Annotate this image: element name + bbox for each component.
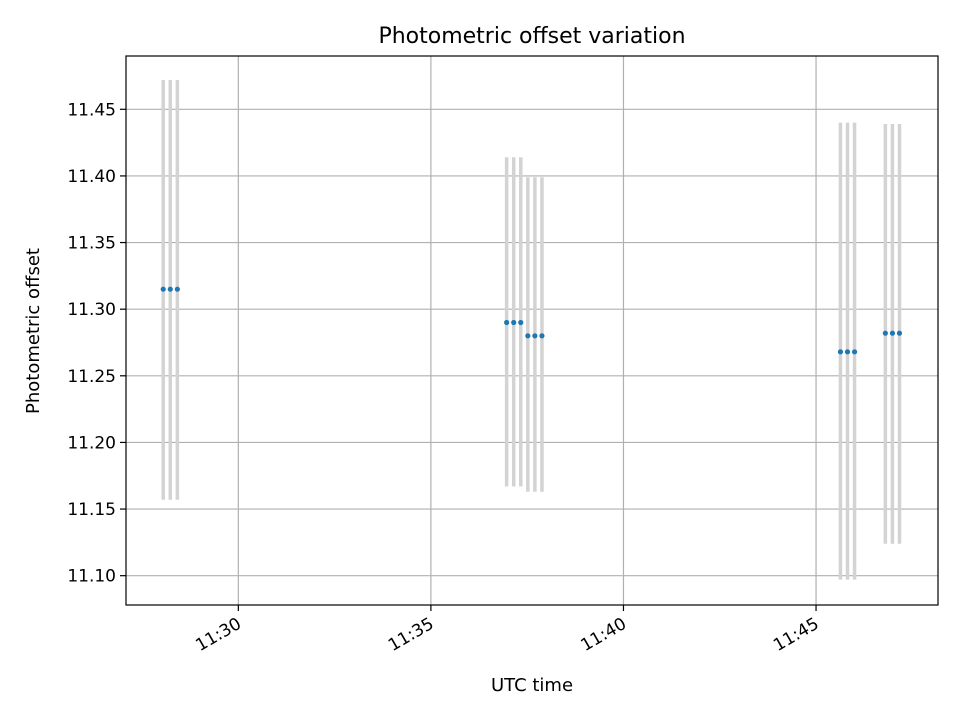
y-tick-label: 11.15 — [67, 500, 116, 520]
plot-frame — [125, 55, 939, 606]
errorbars — [161, 79, 902, 580]
data-point — [882, 330, 888, 336]
y-tick-label: 11.35 — [67, 234, 116, 254]
data-point — [837, 349, 844, 355]
data-point — [525, 333, 531, 339]
y-tick-label: 11.40 — [67, 167, 116, 187]
data-point — [532, 333, 538, 339]
data-point — [174, 286, 180, 292]
data-point — [504, 319, 510, 326]
data-point — [851, 349, 858, 355]
y-tick-label: 11.10 — [67, 567, 116, 587]
x-tick-label: 11:35 — [385, 614, 437, 656]
x-tick-label: 11:40 — [578, 614, 630, 656]
data-point — [844, 349, 851, 355]
data-point — [539, 333, 545, 339]
data-point — [518, 319, 524, 326]
y-tick-label: 11.20 — [67, 433, 116, 453]
y-tick-label: 11.30 — [67, 300, 116, 320]
y-axis-ticks: 11.10 11.15 11.20 11.25 11.30 11.35 11.40 11.45 — [67, 100, 126, 587]
grid — [126, 56, 938, 605]
y-tick-label: 11.25 — [67, 367, 116, 387]
x-axis-label: UTC time — [491, 675, 573, 696]
data-points — [160, 286, 903, 355]
data-point — [896, 330, 903, 336]
y-axis-label: Photometric offset — [23, 248, 44, 414]
y-tick-label: 11.45 — [67, 100, 116, 120]
data-point — [511, 319, 517, 326]
x-tick-label: 11:45 — [770, 614, 822, 656]
x-axis-ticks: 11:30 11:35 11:40 11:45 — [192, 605, 823, 656]
data-point — [160, 286, 166, 292]
data-point — [889, 330, 896, 336]
data-point — [167, 286, 173, 292]
chart-title: Photometric offset variation — [378, 24, 685, 49]
x-tick-label: 11:30 — [192, 614, 244, 656]
